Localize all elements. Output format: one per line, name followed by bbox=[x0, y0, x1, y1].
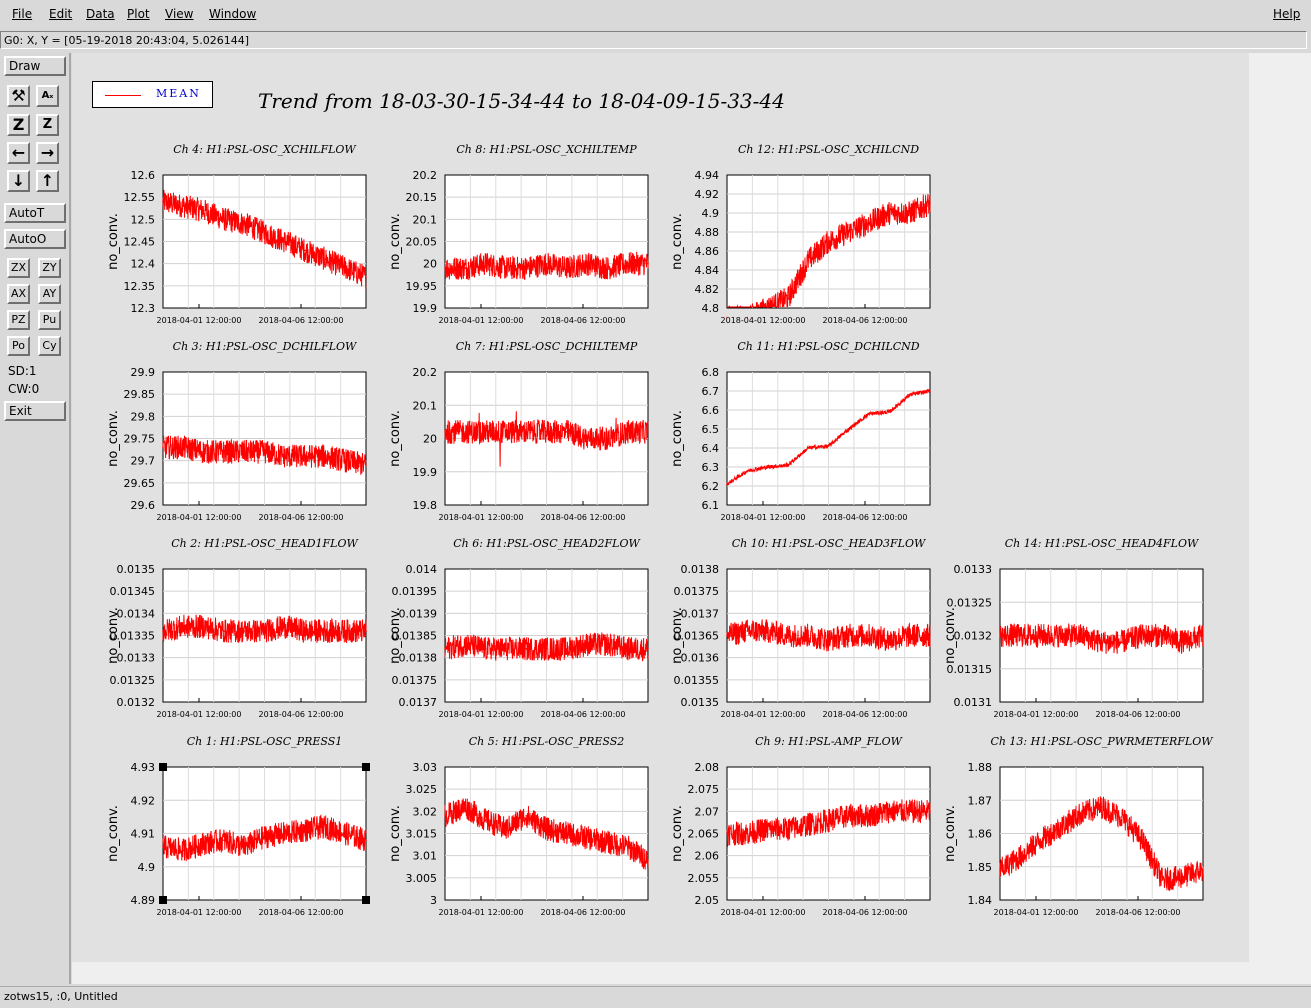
po-button[interactable]: Po bbox=[7, 336, 30, 356]
autoo-button[interactable]: AutoO bbox=[4, 229, 66, 249]
chart-title: Ch 12: H1:PSL-OSC_XCHILCND bbox=[737, 143, 920, 156]
cw-label: CW:0 bbox=[8, 382, 40, 396]
chart-title: Ch 8: H1:PSL-OSC_XCHILTEMP bbox=[456, 143, 637, 156]
text-style-icon[interactable]: Aₓ bbox=[36, 85, 59, 107]
chart-title: Ch 9: H1:PSL-AMP_FLOW bbox=[755, 735, 902, 748]
menu-window[interactable]: Window bbox=[209, 7, 257, 21]
zoom-out-icon[interactable]: Z bbox=[36, 114, 59, 136]
menu-data[interactable]: Data bbox=[86, 7, 115, 21]
zy-button[interactable]: ZY bbox=[38, 258, 61, 278]
canvas-margin bbox=[1249, 53, 1311, 984]
sd-label: SD:1 bbox=[8, 364, 37, 378]
legend: MEAN bbox=[92, 81, 213, 108]
chart-title: Ch 10: H1:PSL-OSC_HEAD3FLOW bbox=[731, 537, 926, 550]
arrow-left-icon[interactable]: ← bbox=[7, 142, 30, 164]
ay-button[interactable]: AY bbox=[38, 284, 61, 304]
menu-file[interactable]: File bbox=[12, 7, 33, 21]
arrow-right-icon[interactable]: → bbox=[36, 142, 59, 164]
arrow-up-icon[interactable]: ↑ bbox=[36, 170, 59, 192]
pu-button[interactable]: Pu bbox=[38, 310, 61, 330]
chart-title: Ch 14: H1:PSL-OSC_HEAD4FLOW bbox=[1004, 537, 1199, 550]
menu-plot[interactable]: Plot bbox=[127, 7, 150, 21]
autot-button[interactable]: AutoT bbox=[4, 203, 66, 223]
exit-button[interactable]: Exit bbox=[4, 401, 66, 421]
legend-swatch bbox=[105, 95, 141, 96]
wrench-icon[interactable]: ⚒ bbox=[7, 85, 30, 107]
chart-title: Ch 5: H1:PSL-OSC_PRESS2 bbox=[468, 735, 625, 748]
arrow-down-icon[interactable]: ↓ bbox=[7, 170, 30, 192]
zx-button[interactable]: ZX bbox=[7, 258, 30, 278]
chart-title: Ch 13: H1:PSL-OSC_PWRMETERFLOW bbox=[990, 735, 1213, 748]
menubar: File Edit Data Plot View Window Help bbox=[0, 0, 1311, 29]
main-title: Trend from 18-03-30-15-34-44 to 18-04-09… bbox=[258, 89, 785, 113]
bottom-status: zotws15, :0, Untitled bbox=[0, 986, 1311, 1008]
menu-help[interactable]: Help bbox=[1273, 7, 1301, 21]
chart-title: Ch 11: H1:PSL-OSC_DCHILCND bbox=[737, 340, 920, 353]
zoom-in-icon[interactable]: Z bbox=[7, 114, 30, 136]
chart-title: Ch 6: H1:PSL-OSC_HEAD2FLOW bbox=[453, 537, 640, 550]
draw-button[interactable]: Draw bbox=[4, 56, 66, 76]
menu-edit[interactable]: Edit bbox=[49, 7, 73, 21]
ax-button[interactable]: AX bbox=[7, 284, 30, 304]
chart-title: Ch 7: H1:PSL-OSC_DCHILTEMP bbox=[455, 340, 638, 353]
pz-button[interactable]: PZ bbox=[7, 310, 30, 330]
menu-view[interactable]: View bbox=[165, 7, 194, 21]
legend-label: MEAN bbox=[156, 87, 201, 100]
chart-title: Ch 3: H1:PSL-OSC_DCHILFLOW bbox=[172, 340, 357, 353]
chart-title: Ch 2: H1:PSL-OSC_HEAD1FLOW bbox=[171, 537, 358, 550]
plot-canvas[interactable] bbox=[72, 53, 1249, 962]
toolbar: Draw ⚒ Aₓ Z Z ← → ↓ ↑ AutoT AutoO ZX ZY … bbox=[0, 53, 71, 984]
cy-button[interactable]: Cy bbox=[38, 336, 61, 356]
chart-title: Ch 4: H1:PSL-OSC_XCHILFLOW bbox=[173, 143, 356, 156]
chart-title: Ch 1: H1:PSL-OSC_PRESS1 bbox=[186, 735, 343, 748]
cursor-readout: G0: X, Y = [05-19-2018 20:43:04, 5.02614… bbox=[0, 31, 1307, 49]
